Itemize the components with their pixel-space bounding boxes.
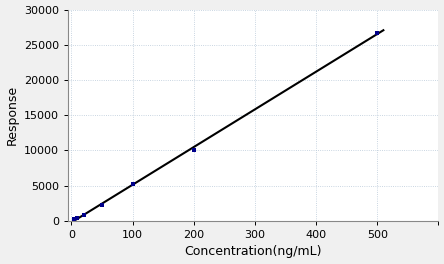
Point bbox=[99, 203, 106, 208]
X-axis label: Concentration(ng/mL): Concentration(ng/mL) bbox=[185, 246, 322, 258]
Point bbox=[74, 216, 81, 220]
Point bbox=[71, 217, 78, 221]
Point bbox=[129, 181, 136, 186]
Point bbox=[190, 148, 197, 153]
Y-axis label: Response: Response bbox=[6, 85, 19, 145]
Point bbox=[374, 31, 381, 35]
Point bbox=[80, 213, 87, 217]
